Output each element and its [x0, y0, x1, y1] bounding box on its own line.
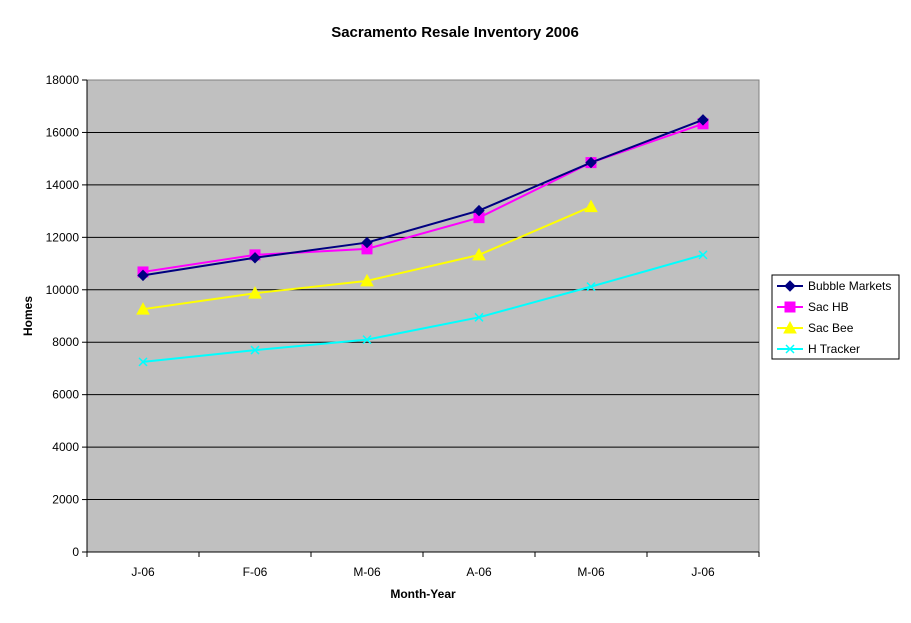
legend-marker: [785, 344, 795, 354]
data-point: [586, 282, 596, 292]
x-tick-label: A-06: [466, 565, 492, 579]
x-tick-label: J-06: [131, 565, 155, 579]
y-tick-label: 0: [72, 545, 79, 559]
data-point: [249, 252, 261, 264]
legend: Bubble Markets Sac HB Sac Bee H Tracker: [771, 274, 900, 360]
series-h-tracker: [138, 250, 708, 367]
legend-item: Sac Bee: [777, 320, 854, 335]
legend-item: Sac HB: [777, 300, 849, 314]
series-layer: [136, 114, 709, 367]
data-point: [472, 247, 486, 261]
chart-title: Sacramento Resale Inventory 2006: [331, 24, 579, 41]
data-point: [473, 204, 485, 217]
data-point: [697, 114, 709, 126]
legend-label: Sac Bee: [808, 321, 854, 335]
data-point: [362, 335, 372, 345]
data-point: [474, 312, 484, 322]
data-point: [585, 156, 597, 169]
x-tick-label: J-06: [691, 565, 715, 579]
x-axis-ticks: J-06 F-06 M-06 A-06 M-06 J-06: [86, 552, 760, 579]
y-axis-ticks: 0 2000 4000 6000 8000 10000 12000 14000 16000 180…: [46, 73, 87, 559]
x-tick-label: M-06: [353, 565, 381, 579]
legend-item: H Tracker: [777, 342, 860, 356]
legend-label: Sac HB: [808, 300, 849, 314]
data-point: [584, 199, 598, 213]
x-tick-label: M-06: [577, 565, 605, 579]
y-tick-label: 2000: [52, 493, 79, 507]
series-line: [142, 253, 704, 363]
data-point: [137, 269, 149, 282]
legend-label: H Tracker: [808, 342, 860, 356]
legend-item: Bubble Markets: [777, 279, 891, 293]
y-tick-label: 8000: [52, 335, 79, 349]
x-axis-title: Month-Year: [390, 587, 456, 601]
plot-area: [86, 79, 760, 553]
y-tick-label: 18000: [46, 73, 80, 87]
data-point: [248, 286, 262, 299]
data-point: [250, 345, 260, 355]
y-tick-label: 10000: [46, 283, 80, 297]
data-point: [360, 273, 374, 287]
y-tick-label: 6000: [52, 388, 79, 402]
grid-lines: [87, 131, 759, 501]
y-axis-title: Homes: [21, 296, 35, 336]
legend-marker: [783, 320, 797, 334]
x-tick-label: F-06: [243, 565, 268, 579]
series-line: [142, 118, 704, 277]
y-tick-label: 12000: [46, 230, 80, 244]
legend-marker: [784, 280, 796, 292]
data-point: [361, 236, 373, 249]
series-sac-bee: [136, 199, 598, 315]
legend-label: Bubble Markets: [808, 279, 891, 293]
y-tick-label: 16000: [46, 125, 80, 139]
series-bubble-markets: [137, 114, 709, 282]
y-tick-label: 4000: [52, 440, 79, 454]
y-tick-label: 14000: [46, 178, 80, 192]
data-point: [138, 357, 148, 367]
legend-marker: [784, 301, 796, 313]
data-point: [698, 250, 708, 260]
data-point: [136, 302, 150, 315]
